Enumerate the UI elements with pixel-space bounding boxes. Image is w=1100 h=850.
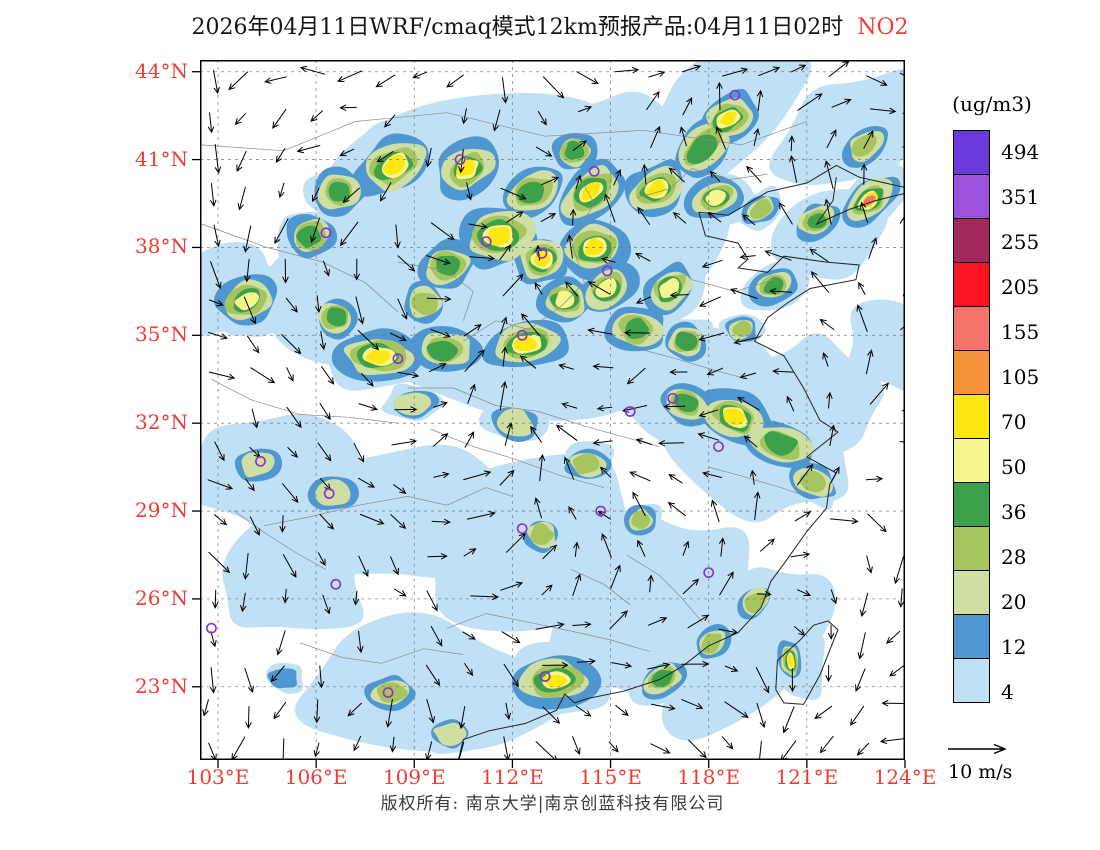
- lon-label: 112°E: [481, 765, 544, 789]
- lat-label: 29°N: [135, 498, 188, 523]
- city-marker: [703, 567, 715, 578]
- lon-label: 109°E: [382, 765, 446, 789]
- page-title: 2026年04月11日WRF/cmaq模式12km预报产品:04月11日02时 N…: [0, 9, 1100, 41]
- colorbar-tick-label: 351: [1001, 184, 1040, 209]
- colorbar-tick-label: 205: [1001, 274, 1040, 299]
- city-marker: [624, 406, 636, 417]
- city-marker: [536, 247, 548, 259]
- city-marker: [516, 329, 528, 341]
- city-marker: [667, 392, 679, 404]
- city-marker: [392, 353, 404, 365]
- city-marker: [205, 622, 217, 634]
- colorbar-tick-label: 36: [1001, 499, 1027, 524]
- colorbar-scale: [953, 130, 990, 703]
- map-area: [192, 60, 906, 768]
- city-marker: [323, 488, 335, 499]
- colorbar-segment: [953, 218, 990, 263]
- city-marker: [601, 265, 613, 277]
- title-text: 2026年04月11日WRF/cmaq模式12km预报产品:04月11日02时: [191, 15, 844, 40]
- lat-label: 35°N: [135, 322, 188, 347]
- colorbar-segment: [953, 262, 990, 307]
- city-marker: [330, 578, 342, 590]
- colorbar-segment: [953, 526, 990, 571]
- wind-scale-legend: 10 m/s: [946, 740, 1056, 783]
- lon-label: 106°E: [284, 765, 348, 789]
- wind-scale-arrow-icon: [948, 743, 1007, 755]
- lon-label: 115°E: [579, 765, 642, 789]
- colorbar-tick-label: 4: [1001, 679, 1014, 704]
- city-marker: [320, 227, 332, 239]
- boundaries-layer: [201, 112, 905, 760]
- graticule-layer: [200, 60, 905, 760]
- colorbar-tick-label: 155: [1001, 319, 1040, 344]
- wind-vector-layer: [202, 60, 905, 760]
- colorbar-tick-label: 494: [1001, 139, 1040, 164]
- colorbar: (ug/m3) 494 351 255 205 155 105 70 50 36 28 20 12 4: [952, 92, 1100, 742]
- colorbar-tick-label: 255: [1001, 229, 1040, 254]
- colorbar-segment: [953, 306, 990, 351]
- no2-concentration-layer: [200, 60, 905, 754]
- city-marker: [454, 154, 466, 165]
- colorbar-tick-label: 12: [1001, 634, 1027, 659]
- city-marker: [255, 455, 266, 467]
- colorbar-segment: [953, 658, 990, 703]
- colorbar-segment: [953, 130, 990, 175]
- colorbar-segment: [953, 394, 990, 439]
- city-marker: [480, 236, 492, 247]
- city-marker: [382, 687, 394, 698]
- lat-label: 23°N: [135, 673, 188, 698]
- colorbar-tick-label: 20: [1001, 589, 1027, 614]
- title-species: NO2: [857, 15, 909, 40]
- colorbar-tick-label: 50: [1001, 454, 1027, 479]
- wind-scale-label: 10 m/s: [948, 761, 1013, 783]
- lat-label: 32°N: [135, 410, 188, 435]
- city-marker-layer: [205, 89, 741, 698]
- copyright-footer: 版权所有: 南京大学|南京创蓝科技有限公司: [380, 794, 725, 814]
- colorbar-segment: [953, 614, 990, 659]
- lat-label: 41°N: [135, 146, 188, 171]
- city-marker: [713, 441, 724, 452]
- city-marker: [588, 165, 600, 177]
- lon-label: 118°E: [677, 765, 741, 789]
- colorbar-unit: (ug/m3): [952, 92, 1032, 116]
- city-marker: [539, 671, 551, 682]
- colorbar-tick-label: 105: [1001, 364, 1040, 389]
- forecast-map-canvas: [192, 60, 906, 768]
- colorbar-tick-label: 28: [1001, 544, 1027, 569]
- colorbar-segment: [953, 174, 990, 219]
- colorbar-segment: [953, 350, 990, 395]
- colorbar-segment: [953, 482, 990, 527]
- city-marker: [595, 505, 607, 517]
- lat-label: 38°N: [135, 234, 188, 259]
- lon-label: 121°E: [775, 765, 839, 789]
- colorbar-segment: [953, 570, 990, 615]
- city-marker: [516, 523, 528, 534]
- lat-label: 44°N: [135, 58, 188, 83]
- map-frame: [192, 60, 906, 768]
- lon-label: 103°E: [186, 765, 250, 789]
- colorbar-segment: [953, 438, 990, 483]
- lon-label: 124°E: [873, 765, 937, 789]
- city-marker: [729, 89, 741, 101]
- colorbar-tick-label: 70: [1001, 409, 1027, 434]
- lat-label: 26°N: [135, 585, 188, 610]
